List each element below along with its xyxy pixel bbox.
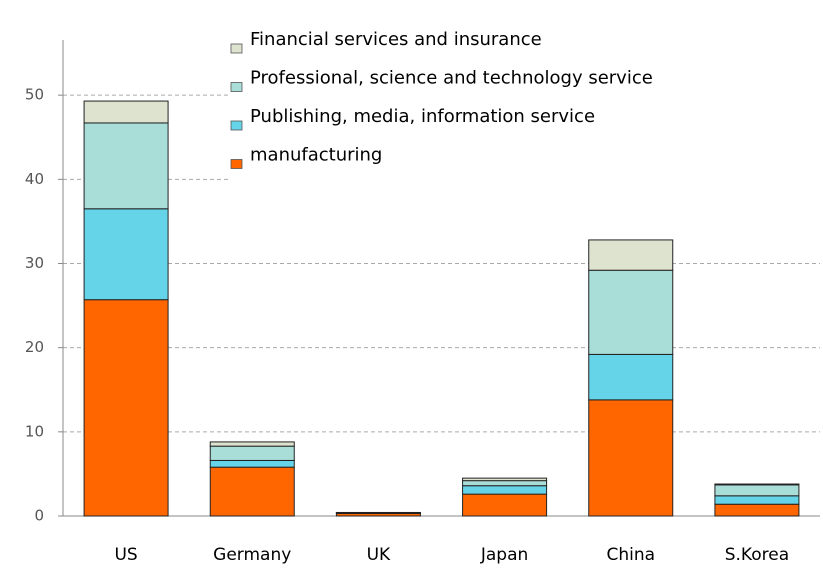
legend-swatch xyxy=(230,159,243,169)
legend-background xyxy=(228,20,820,190)
legend-swatch xyxy=(230,82,243,92)
y-tick-label: 20 xyxy=(25,338,44,356)
bar-segment xyxy=(209,459,295,468)
bar-segment xyxy=(83,100,169,124)
bar-segment xyxy=(83,208,169,301)
bar-segment xyxy=(588,269,674,355)
y-tick-label: 10 xyxy=(25,422,44,440)
legend-label: manufacturing xyxy=(250,145,382,166)
bar-segment xyxy=(588,239,674,271)
y-tick-label: 40 xyxy=(25,170,44,188)
legend-swatch xyxy=(230,120,243,131)
y-tick-label: 0 xyxy=(34,507,44,525)
legend-label: Professional, science and technology ser… xyxy=(250,68,653,89)
bar-segment xyxy=(588,399,674,517)
bar-segment xyxy=(462,493,548,517)
bar-segment xyxy=(83,299,169,517)
bar-segment xyxy=(462,485,548,495)
bar-segment xyxy=(83,122,169,210)
legend-label: Financial services and insurance xyxy=(250,29,542,50)
x-tick-label: S.Korea xyxy=(725,545,789,565)
legend-label: Publishing, media, information service xyxy=(250,106,595,127)
x-tick-label: Germany xyxy=(213,545,291,565)
bar-segment xyxy=(714,483,800,486)
bar-segment xyxy=(462,480,548,487)
x-tick-label: US xyxy=(114,545,137,565)
bar-segment xyxy=(588,353,674,401)
x-tick-label: Japan xyxy=(480,545,528,565)
x-tick-label: UK xyxy=(367,545,391,565)
y-tick-label: 30 xyxy=(25,254,44,272)
bar-segment xyxy=(209,445,295,461)
bar-segment xyxy=(714,495,800,505)
legend-swatch xyxy=(230,43,243,54)
bar-segment xyxy=(209,441,295,447)
bar-segment xyxy=(209,466,295,517)
bar-segment xyxy=(714,503,800,517)
y-tick-label: 50 xyxy=(25,86,44,104)
x-tick-label: China xyxy=(606,545,655,565)
bar-segment xyxy=(714,484,800,497)
bar-segment xyxy=(462,477,548,482)
